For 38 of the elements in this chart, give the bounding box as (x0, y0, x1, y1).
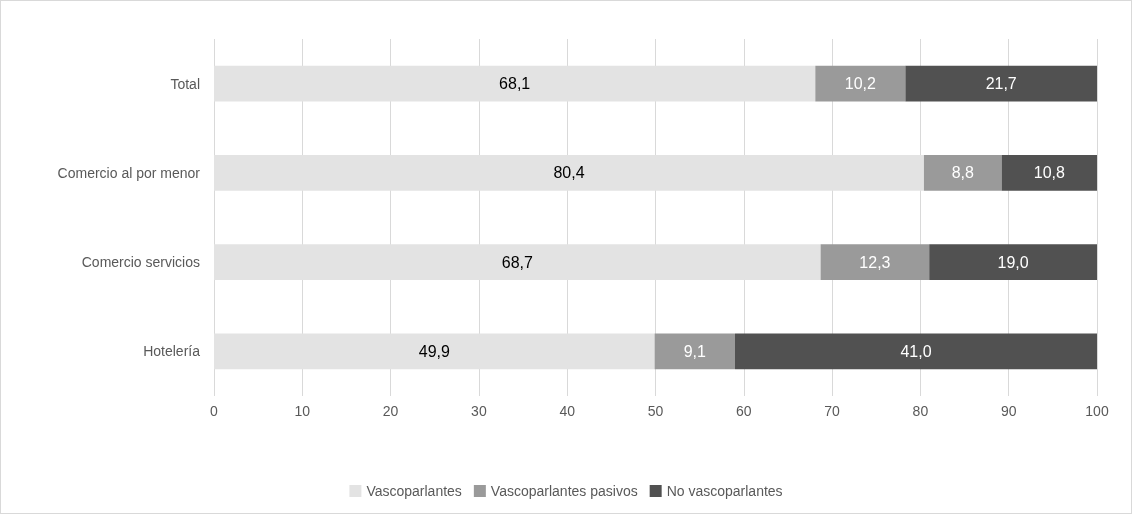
legend-label: Vascoparlantes (366, 483, 462, 499)
data-label: 10,8 (1033, 164, 1065, 182)
x-tick-label: 0 (210, 403, 219, 419)
bar (734, 333, 1097, 370)
data-label: 12,3 (859, 253, 891, 271)
x-tick-label: 80 (912, 403, 929, 419)
x-tick-label: 20 (382, 403, 399, 419)
x-tick-label: 100 (1085, 403, 1109, 419)
x-tick-label: 90 (1000, 403, 1017, 419)
bar (905, 65, 1097, 102)
bar (923, 155, 1002, 191)
data-label: 68,7 (501, 253, 533, 271)
x-tick-label: 50 (647, 403, 664, 419)
data-label: 8,8 (951, 164, 974, 182)
data-label: 21,7 (985, 75, 1017, 93)
x-tick-label: 60 (736, 403, 752, 419)
bar (815, 65, 906, 102)
data-label: 10,2 (844, 75, 877, 93)
bar (820, 244, 930, 280)
y-tick-label: Hotelería (143, 343, 201, 360)
data-label: 19,0 (997, 253, 1029, 271)
legend-label: Vascoparlantes pasivos (490, 483, 638, 499)
data-label: 9,1 (683, 342, 707, 360)
legend-label: No vascoparlantes (666, 483, 783, 499)
data-label: 41,0 (900, 342, 932, 360)
y-tick-label: Comercio servicios (81, 254, 200, 271)
x-tick-label: 70 (824, 403, 841, 419)
bar (929, 244, 1097, 280)
data-label: 68,1 (499, 75, 531, 93)
data-label: 49,9 (418, 342, 450, 360)
data-label: 80,4 (553, 164, 585, 182)
y-tick-label: Total (170, 75, 200, 92)
bar (1001, 155, 1097, 191)
bar (654, 333, 735, 370)
x-tick-label: 40 (559, 403, 576, 419)
x-tick-label: 10 (294, 403, 311, 419)
y-tick-label: Comercio al por menor (57, 164, 201, 181)
x-tick-label: 30 (471, 403, 487, 419)
